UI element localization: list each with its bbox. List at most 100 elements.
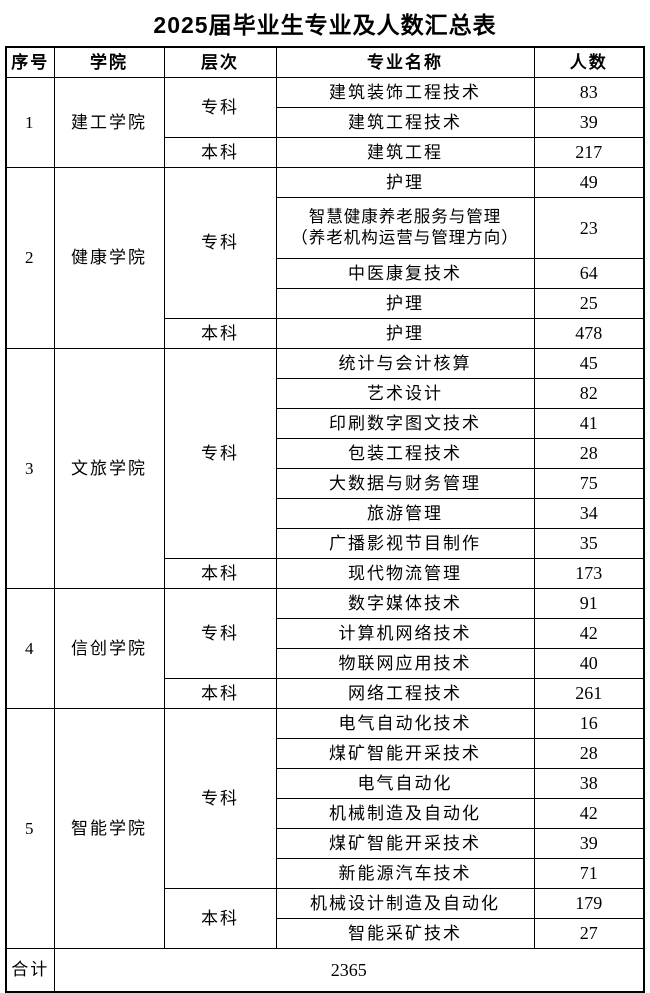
page-title: 2025届毕业生专业及人数汇总表 [153,12,497,38]
cell-major: 物联网应用技术 [275,648,535,679]
cell-college: 健康学院 [53,167,165,349]
cell-level: 专科 [163,167,277,319]
cell-level: 专科 [163,348,277,559]
cell-count: 39 [533,828,645,859]
cell-count: 64 [533,258,645,289]
cell-major: 建筑工程 [275,137,535,168]
table-row: 包装工程技术 28 [6,438,645,469]
cell-count: 23 [533,197,645,259]
table-row: 智慧健康养老服务与管理 （养老机构运营与管理方向） 23 [6,197,645,259]
cell-major: 机械制造及自动化 [275,798,535,829]
cell-count: 16 [533,708,645,739]
cell-major: 中医康复技术 [275,258,535,289]
col-header-no: 序号 [5,46,55,78]
cell-no: 4 [5,588,55,709]
cell-major: 建筑工程技术 [275,107,535,138]
cell-major: 计算机网络技术 [275,618,535,649]
table-row: 计算机网络技术 42 [6,618,645,649]
table-row: 电气自动化 38 [6,768,645,799]
cell-no: 3 [5,348,55,589]
total-row: 合计 2365 [5,948,645,993]
cell-level: 本科 [163,558,277,589]
cell-major: 广播影视节目制作 [275,528,535,559]
table-row: 2 健康学院 专科 护理 49 [5,167,645,349]
cell-no: 1 [5,77,55,168]
cell-count: 261 [533,678,645,709]
cell-count: 83 [533,77,645,108]
cell-major: 电气自动化 [275,768,535,799]
graduates-summary-table: 序号 学院 层次 专业名称 人数 1 建工学院 专科 建筑装饰工程技术 83 建… [5,46,645,993]
table-row: 本科 建筑工程 217 [6,137,645,168]
cell-major: 旅游管理 [275,498,535,529]
cell-count: 27 [533,918,645,949]
cell-count: 40 [533,648,645,679]
table-row: 3 文旅学院 专科 统计与会计核算 45 [5,348,645,589]
table-row: 本科 网络工程技术 261 [6,678,645,709]
table-row: 旅游管理 34 [6,498,645,529]
total-value-cell: 2365 [53,948,645,993]
cell-count: 75 [533,468,645,499]
cell-count: 179 [533,888,645,919]
total-label-cell: 合计 [5,948,55,993]
col-header-count: 人数 [533,46,645,78]
cell-level: 本科 [163,678,277,709]
header-row: 序号 学院 层次 专业名称 人数 [5,46,645,78]
table-row: 广播影视节目制作 35 [6,528,645,559]
cell-major: 煤矿智能开采技术 [275,828,535,859]
cell-count: 478 [533,318,645,349]
cell-count: 35 [533,528,645,559]
table-row: 机械制造及自动化 42 [6,798,645,829]
cell-major: 护理 [275,167,535,198]
cell-major: 智慧健康养老服务与管理 （养老机构运营与管理方向） [275,197,535,259]
cell-level: 专科 [163,708,277,889]
cell-college: 文旅学院 [53,348,165,589]
cell-count: 91 [533,588,645,619]
cell-count: 42 [533,618,645,649]
table-row: 艺术设计 82 [6,378,645,409]
cell-college: 智能学院 [53,708,165,949]
table-row: 本科 现代物流管理 173 [6,558,645,589]
cell-count: 38 [533,768,645,799]
col-header-major: 专业名称 [275,46,535,78]
cell-count: 217 [533,137,645,168]
cell-level: 本科 [163,137,277,168]
cell-major: 大数据与财务管理 [275,468,535,499]
cell-level: 专科 [163,77,277,138]
cell-no: 5 [5,708,55,949]
cell-level: 本科 [163,318,277,349]
cell-major: 印刷数字图文技术 [275,408,535,439]
table-row: 新能源汽车技术 71 [6,858,645,889]
cell-count: 39 [533,107,645,138]
cell-major: 机械设计制造及自动化 [275,888,535,919]
cell-major: 建筑装饰工程技术 [275,77,535,108]
cell-major: 电气自动化技术 [275,708,535,739]
cell-count: 42 [533,798,645,829]
table-row: 1 建工学院 专科 建筑装饰工程技术 83 [5,77,645,168]
cell-major: 智能采矿技术 [275,918,535,949]
cell-major: 新能源汽车技术 [275,858,535,889]
cell-no: 2 [5,167,55,349]
cell-major: 煤矿智能开采技术 [275,738,535,769]
cell-count: 34 [533,498,645,529]
cell-major: 包装工程技术 [275,438,535,469]
cell-count: 45 [533,348,645,379]
table-row: 护理 25 [6,288,645,319]
table-row: 印刷数字图文技术 41 [6,408,645,439]
table-row: 物联网应用技术 40 [6,648,645,679]
cell-major: 数字媒体技术 [275,588,535,619]
cell-count: 49 [533,167,645,198]
cell-count: 28 [533,738,645,769]
table-row: 建筑工程技术 39 [6,107,645,138]
cell-count: 28 [533,438,645,469]
cell-major: 护理 [275,288,535,319]
cell-count: 41 [533,408,645,439]
cell-count: 173 [533,558,645,589]
document-page: 2025届毕业生专业及人数汇总表 序号 学院 层次 专业名称 人数 1 建工学院… [5,12,645,993]
cell-college: 建工学院 [53,77,165,168]
cell-major: 现代物流管理 [275,558,535,589]
cell-count: 82 [533,378,645,409]
col-header-level: 层次 [163,46,277,78]
cell-level: 专科 [163,588,277,679]
cell-major: 网络工程技术 [275,678,535,709]
cell-count: 25 [533,288,645,319]
